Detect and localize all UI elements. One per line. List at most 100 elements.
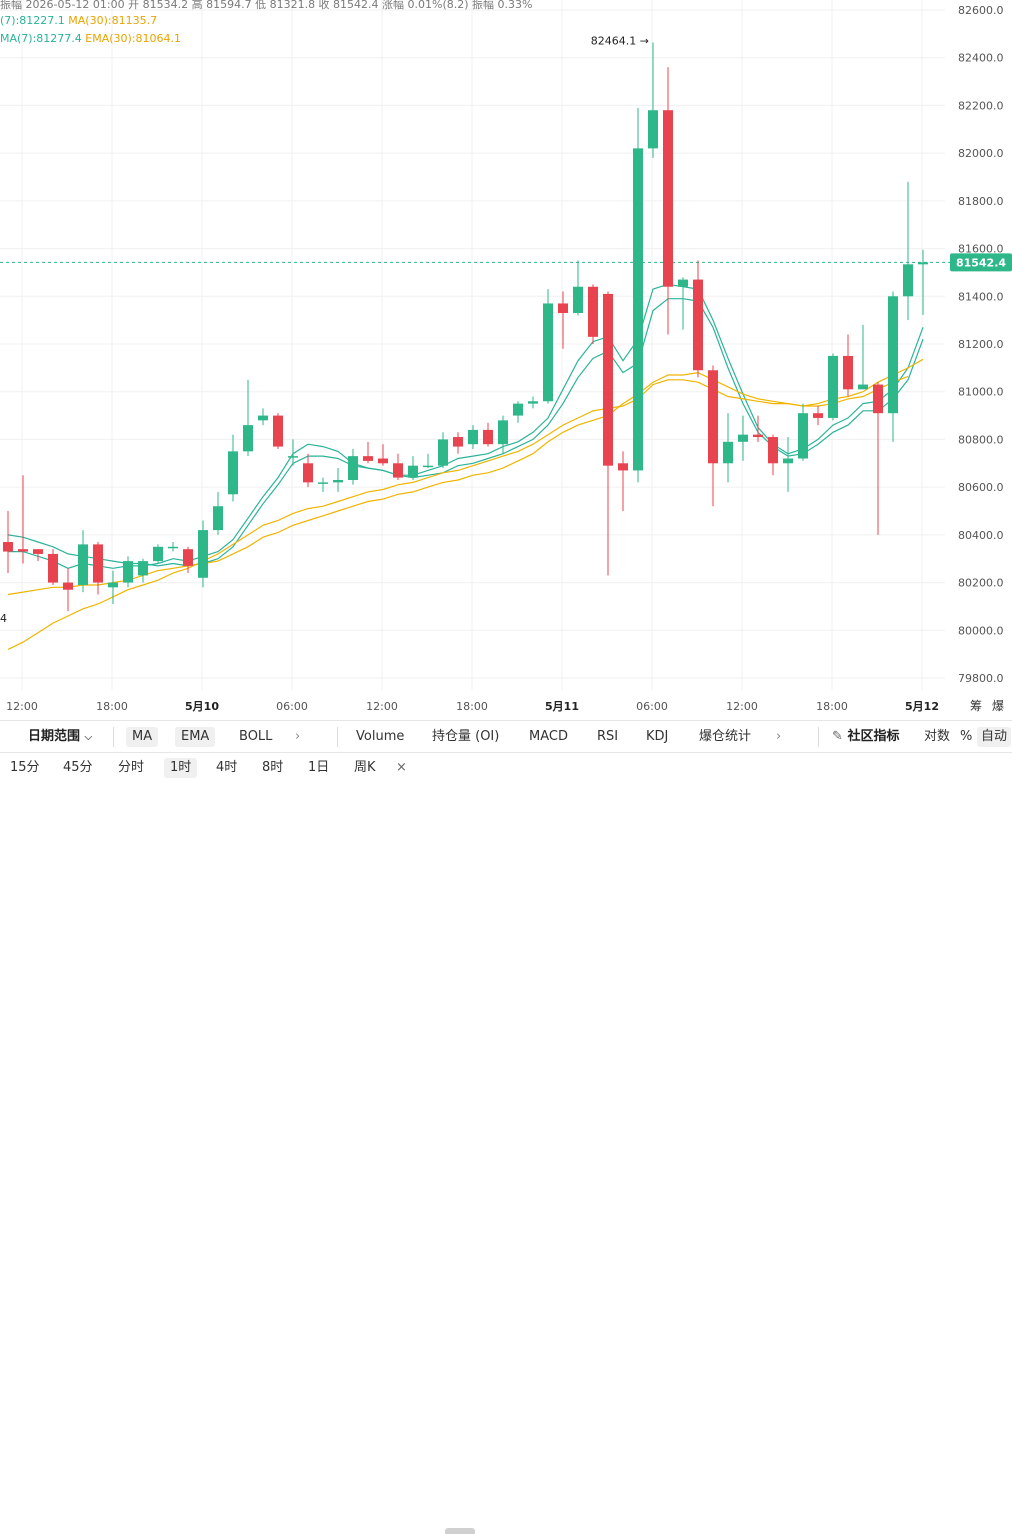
candle-body [453, 437, 463, 447]
boll-button[interactable]: BOLL [239, 729, 273, 744]
interval-8h[interactable]: 8时 [262, 760, 284, 775]
candle-body [468, 429, 478, 445]
candle-body [273, 415, 283, 447]
candle-body [423, 465, 433, 468]
candle-body [333, 479, 343, 483]
high-price-marker: 82464.1 → [591, 34, 649, 47]
y-tick-label: 80600.0 [958, 481, 1004, 494]
more-main-indicators-icon[interactable]: › [295, 729, 301, 744]
y-tick-label: 81400.0 [958, 290, 1004, 303]
y-tick-label: 81000.0 [958, 386, 1004, 399]
interval-1h[interactable]: 1时 [164, 758, 198, 778]
candle-body [918, 262, 928, 265]
y-tick-label: 81200.0 [958, 338, 1004, 351]
candle-body [903, 264, 913, 297]
kline-chart[interactable]: 82600.0 82400.0 82200.0 82000.0 81800.0 81600… [0, 0, 1012, 720]
open-interest-button[interactable]: 持仓量 (OI) [432, 729, 500, 744]
candle-body [183, 549, 193, 566]
candle-body [78, 544, 88, 585]
chips-icon: 筹 [970, 699, 982, 713]
indicator-toolbar: 日期范围 ⌵ MA EMA BOLL › Volume 持仓量 (OI) MAC… [0, 720, 1012, 753]
ma-button[interactable]: MA [126, 727, 159, 747]
x-tick-label: 18:00 [96, 700, 128, 713]
candle-body [168, 546, 178, 549]
candle-body [18, 549, 28, 552]
candle-body [153, 546, 163, 562]
candle-body [648, 110, 658, 149]
interval-45m[interactable]: 45分 [63, 760, 93, 775]
candle-body [618, 463, 628, 471]
y-tick-label: 80200.0 [958, 577, 1004, 590]
y-tick-label: 82600.0 [958, 4, 1004, 17]
y-tick-label: 80400.0 [958, 529, 1004, 542]
candle-body [738, 434, 748, 442]
drag-handle[interactable] [445, 1528, 475, 1534]
chart-canvas[interactable]: 82600.0 82400.0 82200.0 82000.0 81800.0 81600… [0, 0, 1012, 720]
candle-body [858, 384, 868, 390]
edit-icon: ✎ [832, 729, 843, 744]
candle-body [588, 286, 598, 337]
candle-body [348, 456, 358, 480]
candle-body [543, 303, 553, 402]
last-price-tag [950, 253, 1012, 272]
close-icon[interactable]: × [396, 760, 407, 775]
candle-body [558, 303, 568, 313]
indicator-line [7, 375, 909, 650]
last-price-label: 81542.4 [956, 256, 1006, 269]
candle-body [828, 355, 838, 418]
ohlc-info: 振幅 2026-05-12 01:00 开 81534.2 高 81594.7 … [0, 0, 533, 11]
candle-body [603, 293, 613, 466]
candle-body [48, 553, 58, 583]
indicator-line [7, 358, 924, 596]
volume-button[interactable]: Volume [356, 729, 405, 744]
candle-body [693, 279, 703, 371]
interval-1d[interactable]: 1日 [308, 760, 330, 775]
community-indicators-button[interactable]: ✎ 社区指标 [832, 729, 900, 744]
candle-body [318, 482, 328, 484]
candle-body [723, 441, 733, 464]
ma30-value: MA(30):81135.7 [68, 14, 158, 27]
candle-body [528, 401, 538, 404]
more-sub-indicators-icon[interactable]: › [776, 729, 782, 744]
x-tick-label: 5月11 [545, 700, 579, 713]
candle-body [198, 530, 208, 578]
candle-body [633, 148, 643, 471]
auto-scale-toggle[interactable]: 自动 [977, 727, 1012, 747]
candle-body [573, 286, 583, 313]
candle-body [498, 420, 508, 445]
candle-body [813, 413, 823, 418]
ema7-value: MA(7):81277.4 [0, 32, 82, 45]
candle-body [288, 456, 298, 458]
x-tick-label: 18:00 [816, 700, 848, 713]
y-tick-label: 82400.0 [958, 52, 1004, 65]
candle-body [843, 355, 853, 390]
candle-body [873, 384, 883, 414]
ema30-value: EMA(30):81064.1 [85, 32, 182, 45]
y-tick-label: 82200.0 [958, 99, 1004, 112]
y-tick-label: 80000.0 [958, 624, 1004, 637]
ema-button[interactable]: EMA [175, 727, 216, 747]
macd-button[interactable]: MACD [529, 729, 568, 744]
x-tick-label: 12:00 [726, 700, 758, 713]
liquidation-stats-button[interactable]: 爆仓统计 [699, 729, 752, 744]
candle-body [663, 110, 673, 287]
candle-body [108, 582, 118, 588]
indicator-line [8, 283, 924, 569]
candle-body [393, 463, 403, 478]
y-tick-label: 79800.0 [958, 672, 1004, 685]
date-range-button[interactable]: 日期范围 ⌵ [28, 729, 93, 744]
interval-4h[interactable]: 4时 [216, 760, 238, 775]
candle-body [483, 429, 493, 445]
interval-15m[interactable]: 15分 [10, 760, 40, 775]
interval-week[interactable]: 周K [354, 760, 376, 775]
interval-timeline[interactable]: 分时 [118, 760, 145, 775]
percent-scale-toggle[interactable]: % [960, 729, 973, 744]
candle-body [363, 456, 373, 461]
candle-body [798, 413, 808, 459]
y-tick-label: 82000.0 [958, 147, 1004, 160]
indicator-line [7, 298, 924, 567]
rsi-button[interactable]: RSI [597, 729, 619, 744]
kdj-button[interactable]: KDJ [646, 729, 669, 744]
candle-body [258, 415, 268, 421]
log-scale-toggle[interactable]: 对数 [924, 729, 951, 744]
